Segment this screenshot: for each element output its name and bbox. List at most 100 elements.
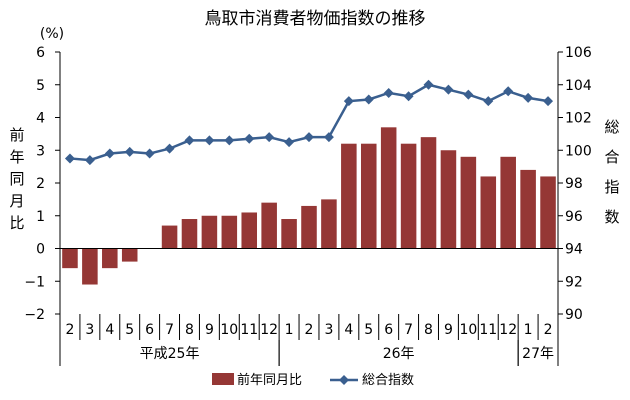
category-label: 3 [85, 322, 94, 338]
category-label: 1 [524, 322, 533, 338]
category-label: 7 [404, 322, 413, 338]
bar [121, 248, 138, 262]
category-label: 6 [145, 322, 154, 338]
left-tick-label: 5 [36, 78, 45, 94]
index-point [64, 153, 75, 164]
right-tick-label: 102 [565, 111, 592, 127]
left-axis-unit: (%) [40, 26, 64, 42]
bar [301, 205, 317, 249]
legend-label-bar: 前年同月比 [237, 372, 302, 388]
index-point [104, 148, 115, 159]
index-point [423, 79, 434, 90]
right-tick-label: 96 [565, 209, 583, 225]
index-point [463, 89, 474, 100]
right-tick-label: 98 [565, 176, 583, 192]
bar [380, 127, 397, 249]
bar [102, 248, 118, 269]
index-point [383, 87, 394, 98]
category-label: 2 [544, 322, 553, 338]
right-tick-label: 100 [565, 143, 592, 159]
right-axis-label: 総合指数 [604, 118, 619, 226]
index-point [284, 137, 295, 148]
index-point [503, 86, 514, 97]
left-axis-label: 前年同月比 [9, 126, 24, 232]
right-tick-label: 106 [565, 45, 592, 61]
bar [400, 143, 417, 249]
index-point [543, 96, 554, 107]
index-point [224, 135, 235, 146]
category-label: 5 [125, 322, 134, 338]
year-label: 26年 [383, 346, 415, 362]
left-tick-label: 3 [36, 143, 45, 159]
right-tick-label: 90 [565, 307, 583, 323]
category-label: 4 [344, 322, 353, 338]
category-label: 10 [220, 322, 238, 338]
bar [420, 137, 437, 249]
index-point [363, 94, 374, 105]
category-label: 6 [384, 322, 393, 338]
index-point [184, 135, 195, 146]
left-tick-label: 4 [36, 111, 45, 127]
right-tick-label: 92 [565, 274, 583, 290]
legend-swatch-marker [339, 375, 349, 385]
category-label: 10 [459, 322, 477, 338]
bar [221, 215, 238, 249]
category-label: 1 [285, 322, 294, 338]
category-label: 3 [324, 322, 333, 338]
left-tick-label: 6 [36, 45, 45, 61]
index-point [124, 146, 135, 157]
index-point [264, 132, 275, 143]
category-label: 9 [205, 322, 214, 338]
bar [281, 219, 297, 249]
bar [440, 150, 457, 249]
bar [520, 169, 536, 249]
bar [82, 248, 98, 285]
category-label: 2 [305, 322, 314, 338]
bar [62, 248, 78, 269]
index-point [304, 132, 314, 143]
category-label: 8 [185, 322, 194, 338]
bar [261, 202, 277, 249]
bar [181, 219, 198, 249]
category-label: 5 [364, 322, 373, 338]
category-label: 11 [240, 322, 258, 338]
bar [460, 156, 477, 249]
index-point [144, 148, 155, 159]
index-point [164, 143, 175, 154]
right-tick-label: 104 [565, 78, 592, 94]
right-tick-label: 94 [565, 242, 583, 258]
index-point [483, 96, 494, 107]
bar [500, 156, 516, 249]
category-label: 11 [479, 322, 497, 338]
chart-title: 鳥取市消費者物価指数の推移 [205, 9, 426, 29]
category-label: 4 [105, 322, 114, 338]
bar [321, 199, 337, 249]
bar [241, 212, 258, 249]
left-tick-label: −1 [24, 274, 45, 290]
category-label: 2 [65, 322, 74, 338]
bar [540, 176, 556, 249]
index-point [323, 132, 334, 143]
category-label: 12 [260, 322, 278, 338]
index-point [443, 84, 454, 95]
index-point [343, 96, 354, 107]
index-point [204, 135, 215, 146]
category-label: 9 [444, 322, 453, 338]
bar [341, 143, 357, 249]
bar [480, 176, 497, 249]
left-tick-label: −2 [24, 307, 45, 323]
index-point [84, 155, 95, 166]
bar [201, 215, 218, 249]
category-label: 8 [424, 322, 433, 338]
index-point [244, 133, 255, 144]
left-tick-label: 2 [36, 176, 45, 192]
index-line [69, 83, 549, 162]
year-label: 平成25年 [140, 346, 200, 362]
category-label: 12 [499, 322, 517, 338]
left-tick-label: 0 [36, 242, 45, 258]
legend-label-line: 総合指数 [362, 373, 414, 388]
index-point [523, 92, 534, 103]
legend-swatch-bar [212, 373, 234, 385]
category-label: 7 [165, 322, 174, 338]
